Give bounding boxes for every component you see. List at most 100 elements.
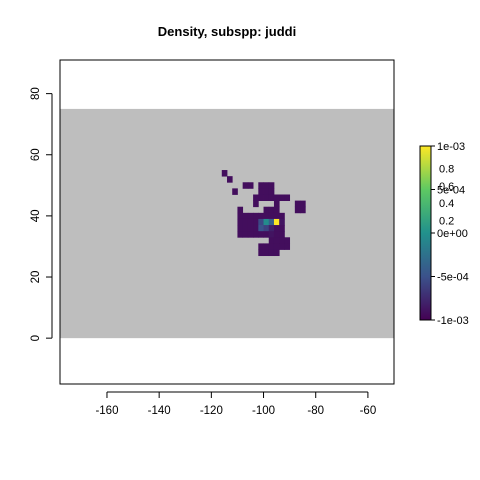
density-cell	[279, 219, 285, 226]
density-cell	[274, 207, 280, 214]
density-cell	[258, 213, 264, 220]
density-cell	[274, 243, 280, 250]
density-cell	[279, 237, 285, 244]
density-cell	[269, 194, 275, 201]
density-cell	[264, 250, 270, 257]
density-cell	[253, 231, 259, 238]
y-tick-label: 60	[30, 148, 42, 161]
x-tick-label: -80	[307, 405, 324, 417]
density-cell	[243, 225, 249, 232]
density-cell	[227, 176, 233, 183]
density-cell	[264, 207, 270, 214]
density-cell	[248, 219, 254, 226]
density-cell	[279, 225, 285, 232]
density-cell	[295, 201, 301, 208]
density-cell	[243, 182, 249, 189]
density-cell	[248, 231, 254, 238]
x-tick-label: -120	[200, 405, 223, 417]
density-cell	[237, 231, 243, 238]
plot-area	[60, 60, 394, 384]
colorbar-label-secondary: 0.8	[439, 163, 454, 175]
density-cell	[269, 250, 275, 257]
colorbar-label: 0e+00	[437, 228, 468, 240]
density-cell	[274, 213, 280, 220]
density-cell	[264, 194, 270, 201]
density-cell	[237, 219, 243, 226]
density-cell	[258, 231, 264, 238]
x-tick-label: -100	[252, 405, 275, 417]
y-tick-label: 0	[30, 335, 42, 341]
colorbar-label: -5e-04	[437, 272, 469, 284]
density-cell	[264, 213, 270, 220]
colorbar-label-secondary: 0.2	[439, 216, 454, 228]
density-cell	[274, 237, 280, 244]
density-cell	[274, 225, 280, 232]
density-cell	[253, 213, 259, 220]
density-cell	[237, 225, 243, 232]
density-cell	[258, 188, 264, 195]
density-cell	[253, 219, 259, 226]
y-tick-label: 40	[30, 209, 42, 222]
colorbar-label: 1e-03	[437, 141, 465, 153]
density-cell	[264, 231, 270, 238]
density-cell	[284, 237, 290, 244]
colorbar-label: -1e-03	[437, 315, 469, 327]
density-cell	[274, 194, 280, 201]
density-cell	[295, 207, 301, 214]
density-cell	[279, 231, 285, 238]
density-cell	[222, 170, 228, 177]
density-cell	[243, 231, 249, 238]
density-cell	[258, 250, 264, 257]
x-tick-label: -60	[360, 405, 377, 417]
colorbar-label-secondary: 0.6	[439, 181, 454, 193]
density-cell	[264, 243, 270, 250]
y-tick-label: 80	[30, 87, 42, 100]
density-cell	[269, 219, 275, 226]
density-cell	[269, 188, 275, 195]
density-cell	[269, 243, 275, 250]
density-cell	[284, 194, 290, 201]
density-cell	[264, 219, 270, 226]
density-cell	[264, 188, 270, 195]
density-cell	[243, 219, 249, 226]
density-cell	[237, 207, 243, 214]
density-cell	[274, 250, 280, 257]
density-cell	[258, 182, 264, 189]
density-cell	[269, 182, 275, 189]
density-cell	[279, 213, 285, 220]
density-cell	[258, 219, 264, 226]
density-cell	[264, 225, 270, 232]
density-cell	[274, 201, 280, 208]
colorbar-gradient	[420, 146, 431, 320]
density-cell	[258, 194, 264, 201]
density-cell	[258, 225, 264, 232]
density-cell	[243, 213, 249, 220]
density-cell	[258, 243, 264, 250]
density-cell	[248, 213, 254, 220]
x-tick-label: -140	[148, 405, 171, 417]
density-cell	[264, 182, 270, 189]
colorbar-label-secondary: 0.4	[439, 198, 454, 210]
density-cell	[248, 225, 254, 232]
density-cell	[284, 243, 290, 250]
density-cell	[279, 243, 285, 250]
density-cell	[274, 219, 280, 226]
density-cell	[237, 213, 243, 220]
y-tick-label: 20	[30, 271, 42, 284]
density-cell	[269, 225, 275, 232]
x-axis: -160 -140 -120 -100 -80 -60	[95, 392, 376, 417]
colorbar-legend: 1e-03 5e-04 0e+00 -5e-04 -1e-03 0.8 0.6 0.4 0.2	[420, 141, 469, 327]
density-cell	[248, 182, 254, 189]
y-axis: 0 20 40 60 80	[30, 87, 52, 341]
density-cell	[269, 237, 275, 244]
density-cell	[232, 188, 238, 195]
density-cell	[269, 213, 275, 220]
density-cell	[279, 194, 285, 201]
density-cell	[300, 201, 306, 208]
density-cell	[253, 194, 259, 201]
x-tick-label: -160	[95, 405, 118, 417]
density-cell	[274, 231, 280, 238]
density-cell	[253, 201, 259, 208]
density-cell	[300, 207, 306, 214]
